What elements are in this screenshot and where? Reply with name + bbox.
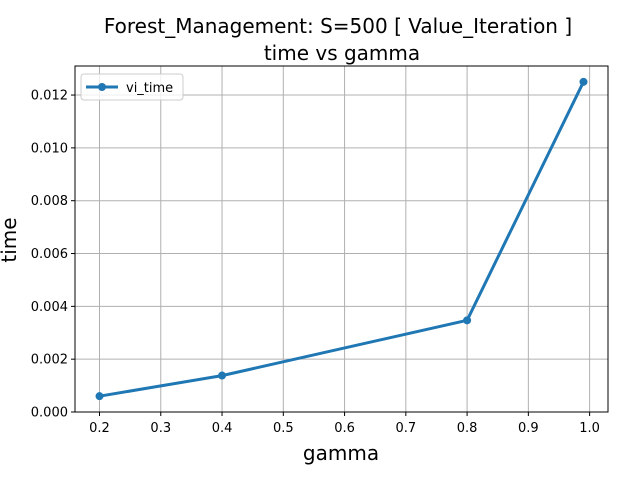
y-tick-label: 0.008 xyxy=(31,194,68,209)
legend-marker-vi-time xyxy=(98,83,106,91)
y-tick-label: 0.012 xyxy=(31,89,68,104)
x-tick-label: 0.8 xyxy=(457,421,478,436)
series-line-vi-time xyxy=(98,80,585,398)
data-point xyxy=(95,392,104,401)
x-tick-label: 0.5 xyxy=(273,421,294,436)
x-tick-label: 0.2 xyxy=(89,421,110,436)
y-tick-label: 0.004 xyxy=(31,300,68,315)
x-tick-label: 0.4 xyxy=(212,421,233,436)
data-point xyxy=(463,316,472,325)
x-tick-label: 1.0 xyxy=(579,421,600,436)
x-tick-label: 0.6 xyxy=(334,421,355,436)
y-axis-label: time xyxy=(0,217,21,262)
data-point xyxy=(579,77,588,86)
x-tick-label: 0.7 xyxy=(395,421,416,436)
series-layer xyxy=(95,77,588,401)
data-point xyxy=(218,371,227,380)
legend-label-vi-time: vi_time xyxy=(126,81,173,96)
x-tick-label: 0.9 xyxy=(518,421,539,436)
y-tick-label: 0.002 xyxy=(31,353,68,368)
legend: vi_time xyxy=(80,73,184,101)
chart-subtitle: time vs gamma xyxy=(264,41,420,65)
y-tick-label: 0.000 xyxy=(31,406,68,421)
legend-box xyxy=(80,73,184,101)
grid-lines xyxy=(75,66,608,413)
y-tick-label: 0.010 xyxy=(31,141,68,156)
chart-title: Forest_Management: S=500 [ Value_Iterati… xyxy=(104,14,572,38)
x-axis-ticks: 0.2 0.3 0.4 0.5 0.6 0.7 0.8 0.9 1.0 xyxy=(89,412,600,436)
x-tick-label: 0.3 xyxy=(150,421,171,436)
plot-frame xyxy=(74,65,609,413)
y-tick-label: 0.006 xyxy=(31,247,68,262)
x-axis-label: gamma xyxy=(303,441,379,465)
y-axis-ticks: 0.000 0.002 0.004 0.006 0.008 0.010 0.012 xyxy=(31,89,75,421)
